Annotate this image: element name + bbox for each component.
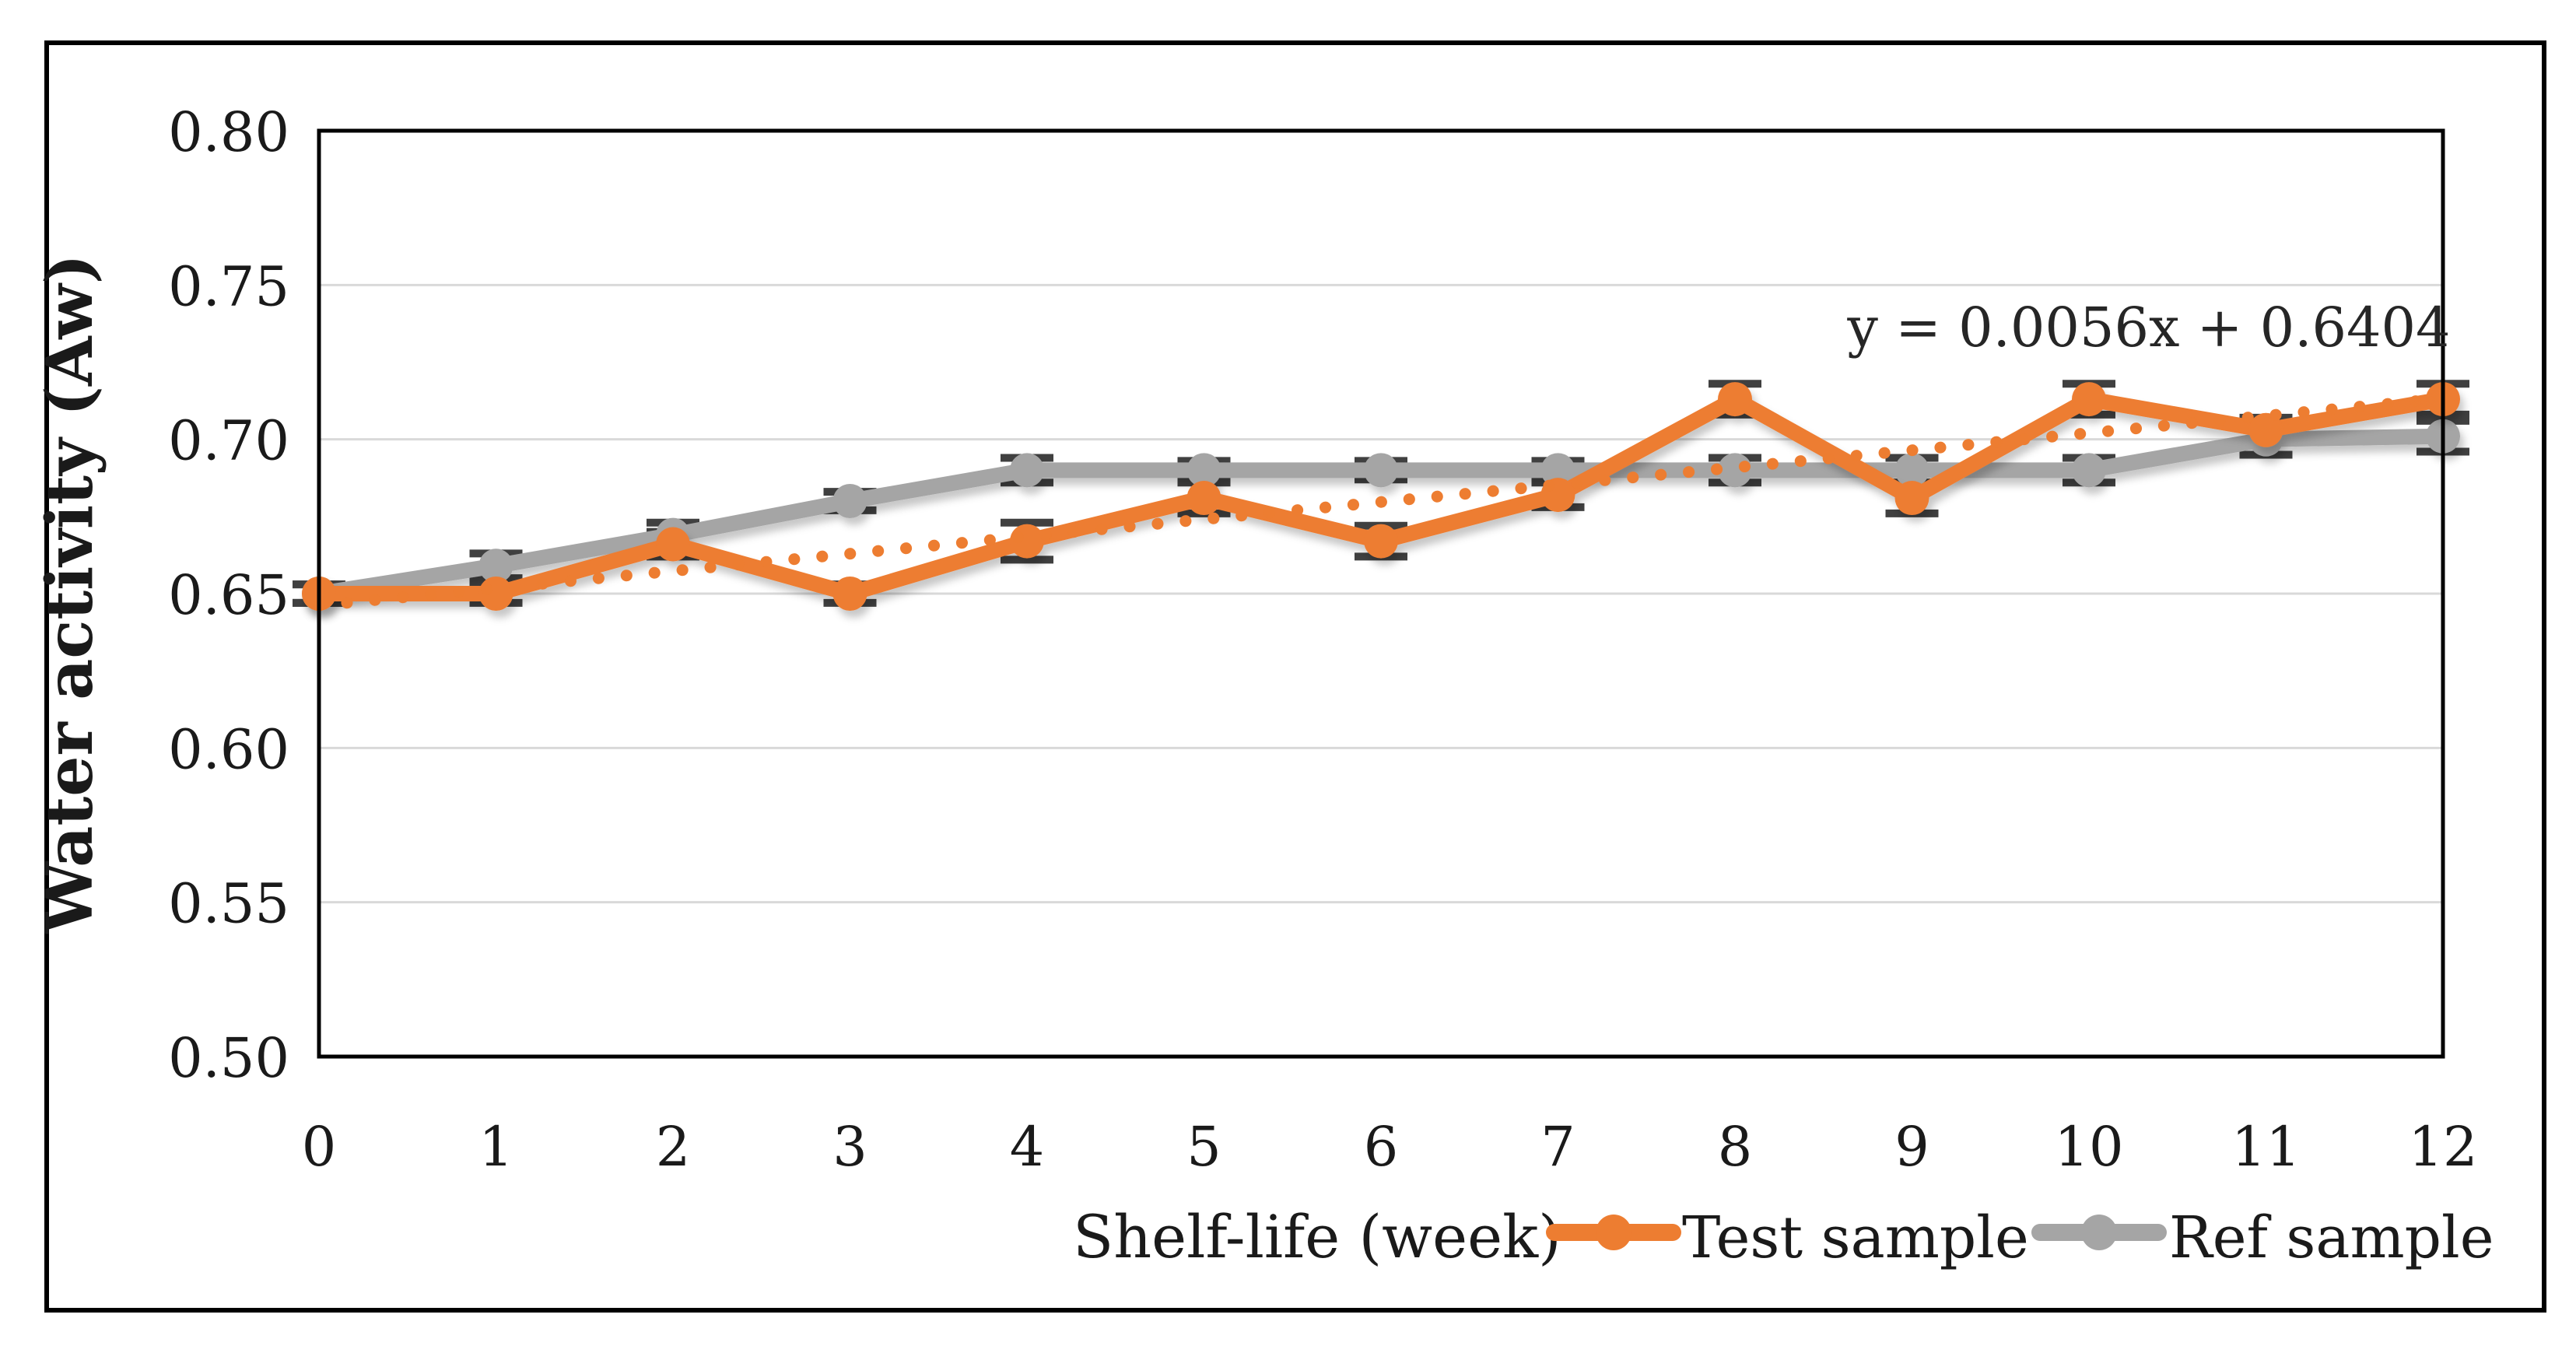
data-point-test-sample-week-8 xyxy=(1718,382,1752,417)
y-tick-label-0.65: 0.65 xyxy=(168,563,289,627)
y-tick-label-0.50: 0.50 xyxy=(168,1026,289,1090)
x-tick-label-4: 4 xyxy=(1010,1115,1045,1179)
x-tick-label-0: 0 xyxy=(302,1115,337,1179)
x-tick-label-8: 8 xyxy=(1718,1115,1753,1179)
trendline-equation: y = 0.0056x + 0.6404 xyxy=(1846,296,2450,359)
y-tick-label-0.70: 0.70 xyxy=(168,409,289,473)
y-tick-label-0.75: 0.75 xyxy=(168,254,289,318)
x-tick-label-10: 10 xyxy=(2054,1115,2123,1179)
legend: Test sample Ref sample xyxy=(1546,1204,2494,1271)
data-point-test-sample-week-10 xyxy=(2072,382,2106,417)
figure-border xyxy=(44,40,2546,1313)
data-point-test-sample-week-6 xyxy=(1364,524,1398,559)
data-point-ref-sample-week-5 xyxy=(1186,453,1221,488)
data-point-test-sample-week-5 xyxy=(1186,481,1221,516)
data-point-ref-sample-week-6 xyxy=(1364,453,1398,488)
trendline-dotted xyxy=(313,392,2449,612)
data-point-ref-sample-week-3 xyxy=(832,484,867,518)
y-tick-label-0.55: 0.55 xyxy=(168,872,289,936)
data-point-test-sample-week-3 xyxy=(832,577,867,611)
trendline-layer xyxy=(313,392,2449,612)
data-point-test-sample-week-2 xyxy=(656,527,690,562)
x-tick-label-12: 12 xyxy=(2408,1115,2477,1179)
y-tick-label-0.80: 0.80 xyxy=(168,100,289,164)
x-tick-label-1: 1 xyxy=(478,1115,513,1179)
series-ref-sample xyxy=(302,419,2460,611)
x-axis-tick-labels: 0 1 2 3 4 5 6 7 8 9 10 11 12 xyxy=(302,1115,2478,1179)
bottom-row: Shelf-life (week) Test sample Ref sample xyxy=(1073,1202,2494,1271)
data-point-ref-sample-week-4 xyxy=(1010,453,1044,488)
y-tick-label-0.60: 0.60 xyxy=(168,717,289,781)
data-point-test-sample-week-11 xyxy=(2248,412,2283,447)
legend-label-test-sample: Test sample xyxy=(1682,1204,2029,1271)
legend-marker-ref-sample xyxy=(2081,1215,2117,1250)
x-tick-label-2: 2 xyxy=(656,1115,691,1179)
data-point-test-sample-week-9 xyxy=(1894,481,1929,516)
x-tick-label-3: 3 xyxy=(832,1115,867,1179)
data-point-ref-sample-week-9 xyxy=(1894,453,1929,488)
x-tick-label-6: 6 xyxy=(1364,1115,1399,1179)
legend-label-ref-sample: Ref sample xyxy=(2169,1204,2494,1271)
plot-area-border xyxy=(317,128,2445,1059)
x-tick-label-5: 5 xyxy=(1186,1115,1221,1179)
x-axis-title: Shelf-life (week) xyxy=(1073,1202,1561,1271)
x-tick-label-11: 11 xyxy=(2231,1115,2301,1179)
data-point-ref-sample-week-7 xyxy=(1540,453,1575,488)
x-tick-label-7: 7 xyxy=(1540,1115,1575,1179)
y-axis-title: Water activity (Aw) xyxy=(33,254,107,934)
data-point-ref-sample-week-1 xyxy=(478,549,513,584)
gridlines xyxy=(319,283,2443,904)
legend-marker-test-sample xyxy=(1596,1215,1631,1250)
data-point-ref-sample-week-10 xyxy=(2072,453,2106,488)
error-bars xyxy=(293,380,2469,607)
y-axis-tick-labels: 0.80 0.75 0.70 0.65 0.60 0.55 0.50 xyxy=(168,100,289,1090)
x-tick-label-9: 9 xyxy=(1894,1115,1929,1179)
